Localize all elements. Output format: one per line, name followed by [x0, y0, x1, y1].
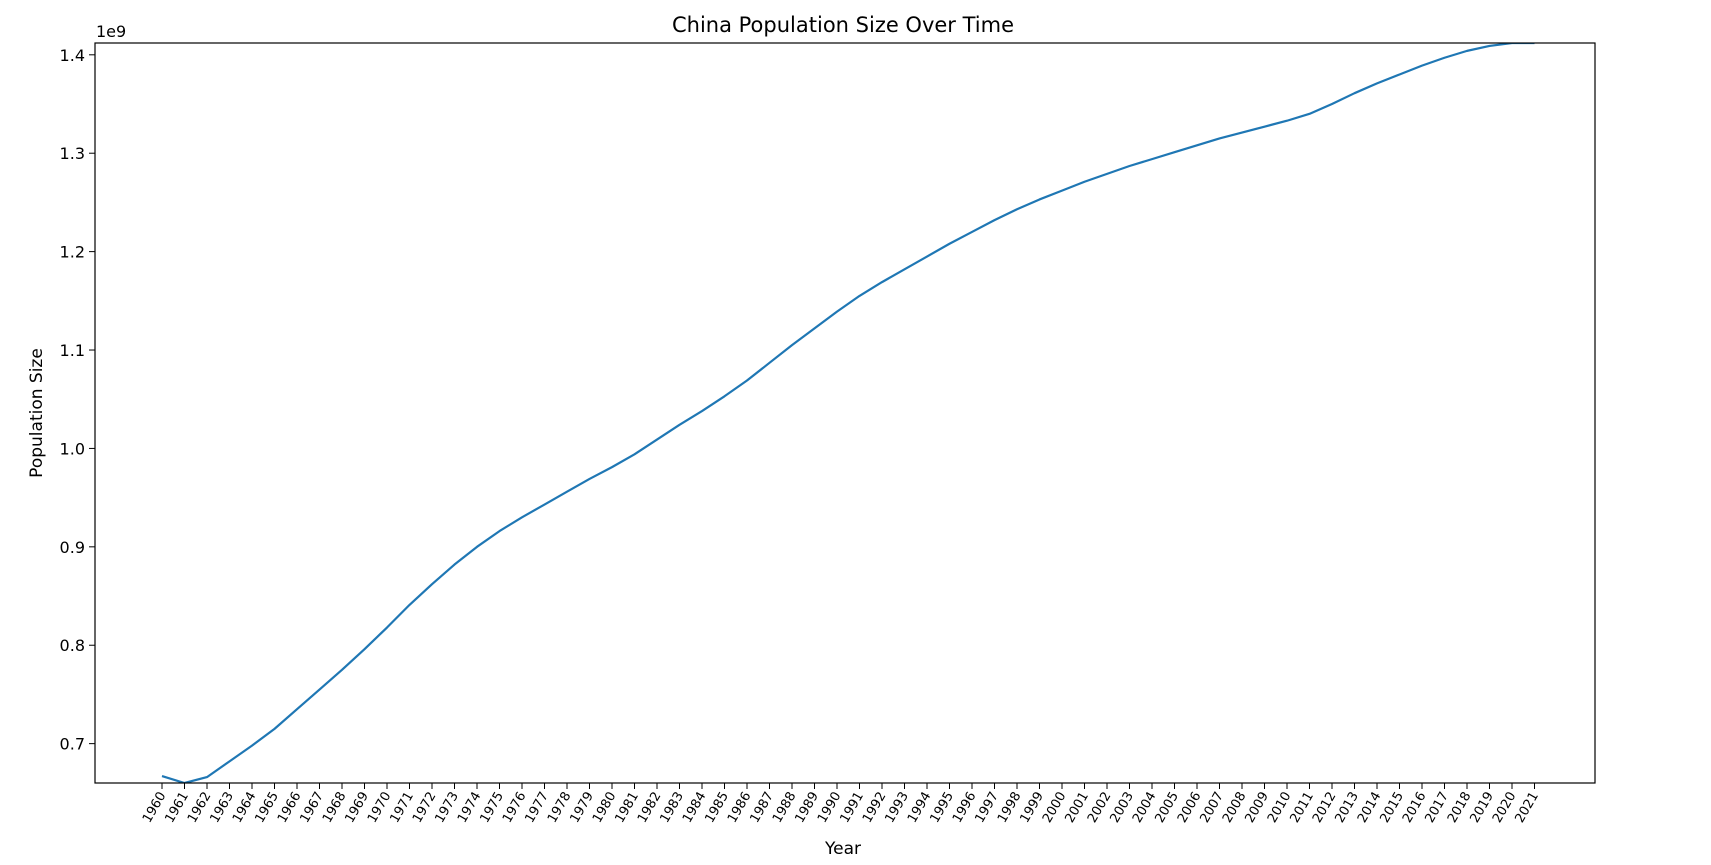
y-axis: 0.7 0.8 0.9 1.0 1.1 1.2 1.3 1.4: [60, 46, 95, 754]
chart-title: China Population Size Over Time: [672, 13, 1014, 37]
population-series-line: [161, 43, 1535, 783]
plot-area: [161, 43, 1535, 783]
y-tick-label: 0.9: [60, 538, 85, 557]
y-tick-label: 1.1: [60, 341, 85, 360]
y-offset-text: 1e9: [96, 22, 126, 41]
y-tick-label: 1.2: [60, 243, 85, 262]
y-tick-label: 1.0: [60, 439, 85, 458]
y-tick-label: 0.7: [60, 735, 85, 754]
y-axis-title: Population Size: [27, 348, 47, 478]
x-axis-title: Year: [824, 839, 861, 859]
y-tick-label: 0.8: [60, 636, 85, 655]
y-tick-label: 1.3: [60, 144, 85, 163]
y-tick-label: 1.4: [60, 46, 85, 65]
plot-frame: [94, 42, 1596, 784]
